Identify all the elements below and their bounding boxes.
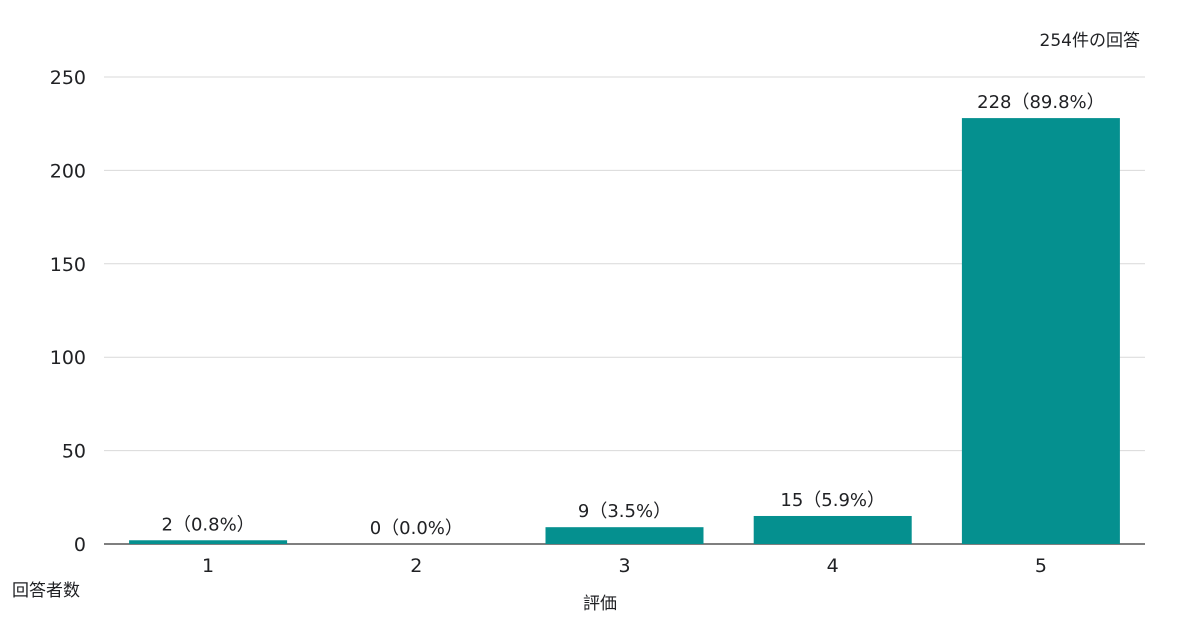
bar-4: [753, 515, 912, 544]
x-tick-label-2: 2: [410, 555, 422, 577]
data-label-3: 9（3.5%）: [578, 501, 671, 522]
x-axis-title: 評価: [583, 594, 617, 614]
bar-5: [961, 118, 1120, 544]
data-label-1: 2（0.8%）: [162, 514, 255, 535]
y-axis-ticks: 0 50 100 150 200 250: [50, 67, 86, 556]
chart-subtitle: 254件の回答: [1040, 31, 1140, 51]
y-axis-title: 回答者数: [12, 581, 80, 601]
data-label-5: 228（89.8%）: [977, 92, 1105, 113]
y-tick-label: 0: [74, 534, 86, 556]
y-tick-label: 250: [50, 67, 86, 89]
y-tick-label: 50: [62, 441, 86, 463]
x-tick-label-4: 4: [827, 555, 839, 577]
bar-3: [545, 527, 704, 544]
x-tick-label-3: 3: [618, 555, 630, 577]
x-tick-label-1: 1: [202, 555, 214, 577]
bar-1: [129, 540, 288, 544]
x-axis-ticks: 1 2 3 4 5: [202, 555, 1047, 577]
y-tick-label: 100: [50, 347, 86, 369]
y-tick-label: 150: [50, 254, 86, 276]
bars: [129, 118, 1120, 544]
x-tick-label-5: 5: [1035, 555, 1047, 577]
data-labels: 2（0.8%） 0（0.0%） 9（3.5%） 15（5.9%） 228（89.8%）: [162, 92, 1105, 539]
data-label-2: 0（0.0%）: [370, 518, 463, 539]
y-tick-label: 200: [50, 160, 86, 182]
data-label-4: 15（5.9%）: [780, 490, 885, 511]
